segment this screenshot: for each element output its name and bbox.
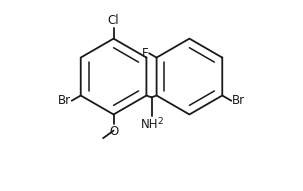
Text: F: F <box>142 47 148 60</box>
Text: O: O <box>109 125 118 138</box>
Text: Br: Br <box>232 94 245 107</box>
Text: NH: NH <box>141 118 159 131</box>
Text: Cl: Cl <box>108 14 119 27</box>
Text: 2: 2 <box>158 117 163 126</box>
Text: Br: Br <box>58 94 71 107</box>
